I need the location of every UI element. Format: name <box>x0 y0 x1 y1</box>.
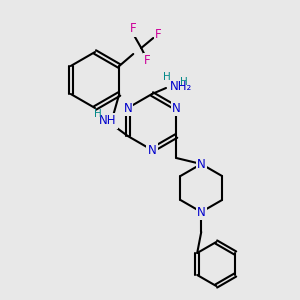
Text: N: N <box>123 101 132 115</box>
Text: H: H <box>94 109 102 119</box>
Text: H: H <box>180 77 188 87</box>
Text: N: N <box>197 206 206 218</box>
Text: NH: NH <box>99 115 116 128</box>
Text: N: N <box>197 158 206 170</box>
Text: N: N <box>172 101 181 115</box>
Text: N: N <box>148 143 156 157</box>
Text: F: F <box>144 55 151 68</box>
Text: NH₂: NH₂ <box>170 80 192 92</box>
Text: F: F <box>130 22 136 35</box>
Text: H: H <box>163 72 171 82</box>
Text: F: F <box>155 28 162 40</box>
